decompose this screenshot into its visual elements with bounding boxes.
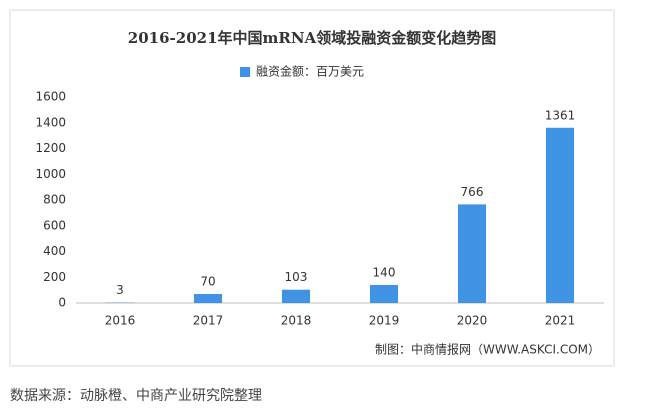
chart-title: 2016-2021年中国mRNA领域投融资金额变化趋势图 xyxy=(128,29,496,47)
y-tick-label: 400 xyxy=(43,244,66,258)
x-tick-label: 2021 xyxy=(545,314,576,328)
x-tick-label: 2017 xyxy=(193,314,224,328)
bar xyxy=(546,128,574,303)
x-tick-label: 2020 xyxy=(457,314,488,328)
x-tick-label: 2018 xyxy=(281,314,312,328)
x-tick-label: 2016 xyxy=(105,314,136,328)
bar xyxy=(370,285,398,303)
data-label: 103 xyxy=(285,270,308,284)
data-label: 3 xyxy=(116,283,124,297)
y-tick-label: 1000 xyxy=(35,167,66,181)
data-label: 70 xyxy=(200,274,215,288)
y-tick-label: 0 xyxy=(58,296,66,310)
y-tick-label: 200 xyxy=(43,270,66,284)
data-label: 140 xyxy=(373,265,396,279)
y-tick-label: 1400 xyxy=(35,115,66,129)
y-tick-label: 1200 xyxy=(35,141,66,155)
chart-source: 制图：中商情报网（WWW.ASKCI.COM） xyxy=(375,342,600,357)
caption: 数据来源：动脉橙、中商产业研究院整理 xyxy=(10,388,262,404)
y-tick-label: 1600 xyxy=(35,90,66,104)
bar xyxy=(458,204,486,303)
chart-frame xyxy=(10,10,614,366)
bar xyxy=(282,290,310,303)
legend-swatch xyxy=(240,67,250,77)
x-tick-label: 2019 xyxy=(369,314,400,328)
data-label: 766 xyxy=(461,185,484,199)
bar xyxy=(194,294,222,303)
y-tick-label: 800 xyxy=(43,193,66,207)
data-label: 1361 xyxy=(545,108,576,122)
legend-label: 融资金额：百万美元 xyxy=(256,64,364,79)
y-tick-label: 600 xyxy=(43,218,66,232)
